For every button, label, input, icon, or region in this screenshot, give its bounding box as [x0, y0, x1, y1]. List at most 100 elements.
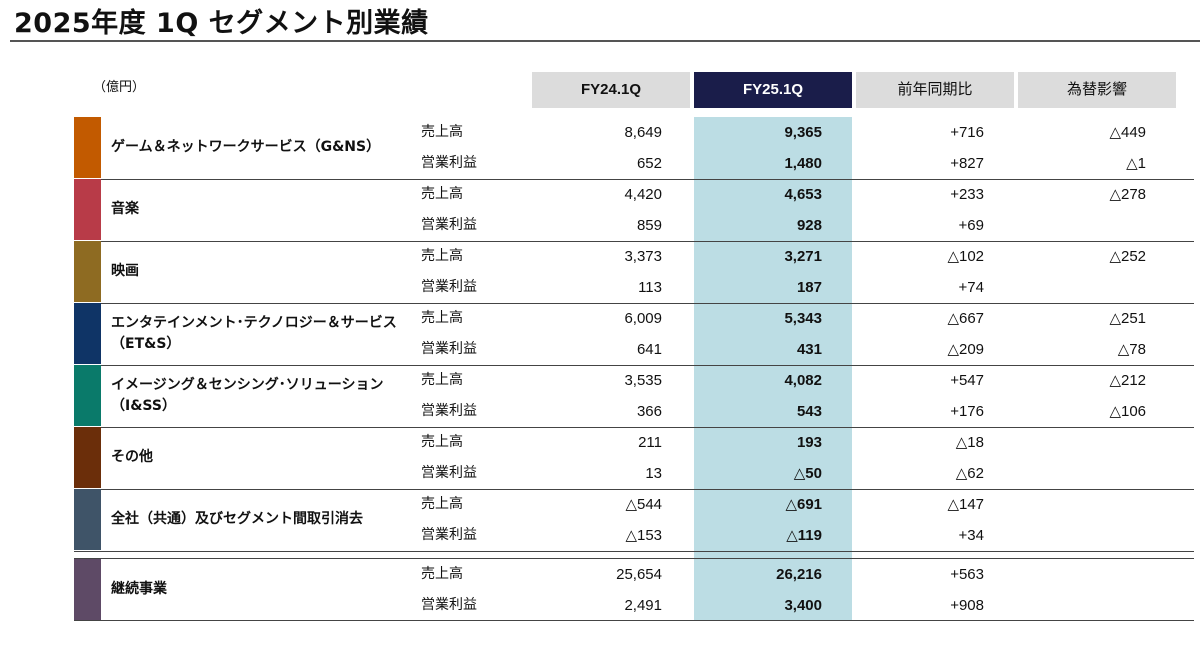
metric-label: 売上高	[421, 186, 463, 202]
metric-label: 営業利益	[421, 465, 477, 481]
operating-income-line: 営業利益 366 543 +176 △106	[74, 396, 1194, 427]
sales-line: 売上高 4,420 4,653 +233 △278	[74, 179, 1194, 210]
yoy-change: +233	[950, 186, 984, 203]
fy25-value: 543	[796, 403, 822, 420]
yoy-change: +176	[950, 403, 984, 420]
yoy-change: △62	[955, 465, 984, 482]
sales-line: 売上高 211 193 △18	[74, 427, 1194, 458]
operating-income-line: 営業利益 2,491 3,400 +908	[74, 590, 1194, 621]
yoy-change: △667	[947, 310, 984, 327]
segment-row-gns: ゲーム＆ネットワークサービス（G&NS） 売上高 8,649 9,365 +716 △44…	[74, 117, 1194, 180]
metric-label: 営業利益	[421, 403, 477, 419]
yoy-change: +563	[950, 566, 984, 583]
operating-income-line: 営業利益 641 431 △209 △78	[74, 334, 1194, 365]
fy25-value: 5,343	[784, 310, 822, 327]
metric-label: 営業利益	[421, 597, 477, 613]
fx-impact: △212	[1109, 372, 1146, 389]
metric-label: 売上高	[421, 566, 463, 582]
segment-name: その他	[111, 427, 411, 488]
fy25-value: 3,271	[784, 248, 822, 265]
fy24-value: 13	[645, 465, 662, 482]
metric-label: 営業利益	[421, 341, 477, 357]
segment-name: 音楽	[111, 179, 411, 240]
operating-income-line: 営業利益 113 187 +74	[74, 272, 1194, 303]
title-underline	[10, 40, 1200, 42]
fy25-value: △50	[793, 465, 822, 482]
segment-name: エンタテインメント･テクノロジー＆サービス （ET&S）	[111, 303, 411, 364]
yoy-change: +827	[950, 155, 984, 172]
fy24-value: 652	[636, 155, 662, 172]
segment-name-line: 全社（共通）及びセグメント間取引消去	[111, 511, 363, 527]
metric-label: 売上高	[421, 496, 463, 512]
segment-color-bar	[74, 427, 101, 488]
fy24-value: 3,535	[624, 372, 662, 389]
sales-line: 売上高 8,649 9,365 +716 △449	[74, 117, 1194, 148]
fy24-value: 6,009	[624, 310, 662, 327]
yoy-change: △18	[955, 434, 984, 451]
header-yoy: 前年同期比	[856, 72, 1014, 108]
segment-name: 継続事業	[111, 559, 411, 620]
segment-name-line: 音楽	[111, 201, 139, 217]
segment-name-line: エンタテインメント･テクノロジー＆サービス	[111, 314, 397, 331]
yoy-change: +547	[950, 372, 984, 389]
metric-label: 売上高	[421, 434, 463, 450]
yoy-change: +716	[950, 124, 984, 141]
fy24-value: 2,491	[624, 597, 662, 614]
operating-income-line: 営業利益 △153 △119 +34	[74, 520, 1194, 551]
header-fy25: FY25.1Q	[694, 72, 852, 108]
fy25-value: 187	[796, 279, 822, 296]
fy25-value: 193	[796, 434, 822, 451]
sales-line: 売上高 6,009 5,343 △667 △251	[74, 303, 1194, 334]
fx-impact: △78	[1117, 341, 1146, 358]
operating-income-line: 営業利益 13 △50 △62	[74, 458, 1194, 489]
fy25-highlight-column	[694, 117, 852, 620]
segment-name: 映画	[111, 241, 411, 302]
fy24-value: 25,654	[616, 566, 662, 583]
segment-row-other: その他 売上高 211 193 △18 営業利益 13 △50 △62	[74, 427, 1194, 490]
segment-name: イメージング＆センシング･ソリューション （I&SS）	[111, 365, 411, 426]
segment-row-music: 音楽 売上高 4,420 4,653 +233 △278 営業利益 859 928 +69	[74, 179, 1194, 242]
fy24-value: 113	[638, 279, 662, 296]
yoy-change: +908	[950, 597, 984, 614]
segment-color-bar	[74, 303, 101, 364]
fy25-value: 4,082	[784, 372, 822, 389]
segment-name: ゲーム＆ネットワークサービス（G&NS）	[111, 117, 411, 178]
metric-label: 営業利益	[421, 527, 477, 543]
header-fx: 為替影響	[1018, 72, 1176, 108]
segment-name: 全社（共通）及びセグメント間取引消去	[111, 489, 411, 550]
metric-label: 売上高	[421, 310, 463, 326]
segment-row-ets: エンタテインメント･テクノロジー＆サービス （ET&S） 売上高 6,009 5,343…	[74, 303, 1194, 366]
metric-label: 営業利益	[421, 217, 477, 233]
yoy-change: +74	[958, 279, 984, 296]
fx-impact: △449	[1109, 124, 1146, 141]
segment-name-line: （I&SS）	[111, 397, 176, 414]
fy25-value: 26,216	[776, 566, 822, 583]
segment-name-line: その他	[111, 449, 153, 465]
yoy-change: +34	[958, 527, 984, 544]
fy25-value: 4,653	[784, 186, 822, 203]
fy24-value: 4,420	[624, 186, 662, 203]
sales-line: 売上高 3,373 3,271 △102 △252	[74, 241, 1194, 272]
fx-impact: △252	[1109, 248, 1146, 265]
fy25-value: 431	[796, 341, 822, 358]
metric-label: 営業利益	[421, 279, 477, 295]
fy25-value: 3,400	[784, 597, 822, 614]
fy24-value: 8,649	[624, 124, 662, 141]
segment-color-bar	[74, 559, 101, 620]
fy25-value: 9,365	[784, 124, 822, 141]
fy24-value: 366	[636, 403, 662, 420]
fx-impact: △1	[1126, 155, 1146, 172]
yoy-change: +69	[958, 217, 984, 234]
fy25-value: 928	[796, 217, 822, 234]
segment-color-bar	[74, 489, 101, 550]
metric-label: 営業利益	[421, 155, 477, 171]
segment-name-line: イメージング＆センシング･ソリューション	[111, 376, 384, 393]
segment-name-line: （ET&S）	[111, 335, 181, 352]
segment-row-corporate: 全社（共通）及びセグメント間取引消去 売上高 △544 △691 △147 営業利益 △15…	[74, 489, 1194, 552]
segment-row-iss: イメージング＆センシング･ソリューション （I&SS） 売上高 3,535 4,082 +…	[74, 365, 1194, 428]
segment-name-line: ゲーム＆ネットワークサービス（G&NS）	[111, 139, 381, 155]
fy24-value: 641	[636, 341, 662, 358]
segment-color-bar	[74, 117, 101, 178]
fx-impact: △106	[1109, 403, 1146, 420]
segment-color-bar	[74, 179, 101, 240]
